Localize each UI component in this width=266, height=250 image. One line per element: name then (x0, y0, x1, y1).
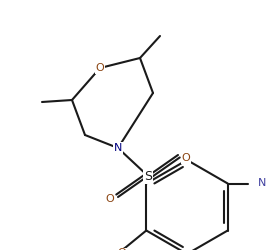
Text: O: O (106, 194, 114, 204)
Text: O: O (117, 248, 126, 250)
Text: N: N (114, 143, 122, 153)
Text: O: O (95, 63, 104, 73)
Text: S: S (144, 170, 152, 182)
Text: NH: NH (258, 178, 266, 188)
Text: O: O (182, 153, 190, 163)
